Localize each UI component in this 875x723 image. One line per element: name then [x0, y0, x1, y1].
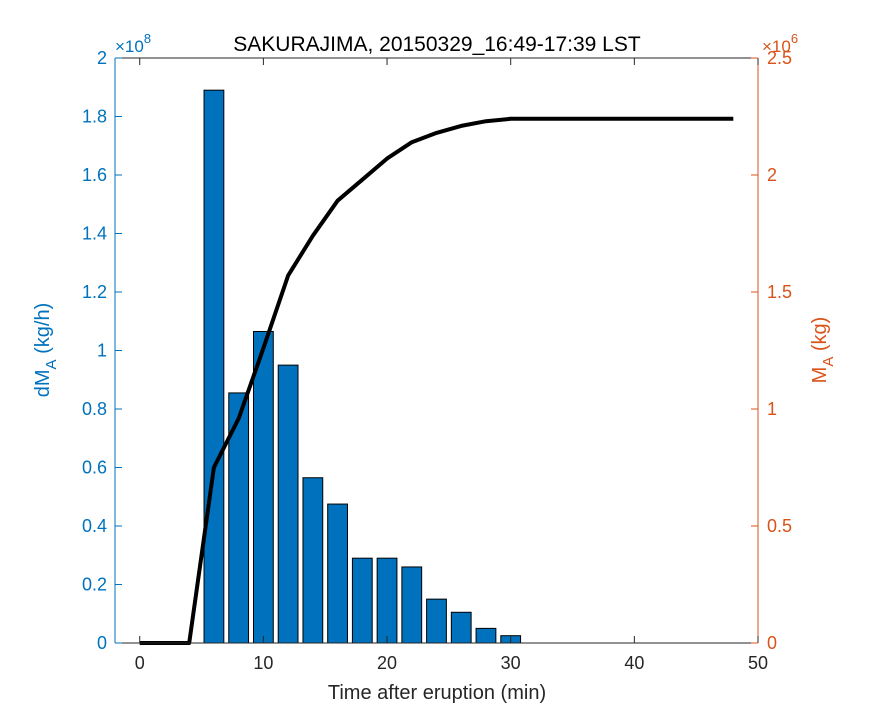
- x-tick-label: 10: [253, 653, 273, 673]
- left-axis-label: dMA (kg/h): [32, 303, 60, 398]
- x-tick-label: 40: [624, 653, 644, 673]
- bar: [252, 330, 274, 644]
- right-exponent-label: ×106: [762, 31, 798, 56]
- left-y-tick-label: 0.8: [82, 399, 107, 419]
- left-y-tick-label: 1.6: [82, 165, 107, 185]
- x-axis-label: Time after eruption (min): [328, 682, 546, 704]
- left-y-tick-label: 2: [97, 48, 107, 68]
- right-y-tick-label: 0.5: [767, 516, 792, 536]
- left-y-tick-label: 1.4: [82, 224, 107, 244]
- left-y-tick-label: 1.2: [82, 282, 107, 302]
- left-y-tick-label: 0.6: [82, 458, 107, 478]
- right-y-tick-label: 1: [767, 399, 777, 419]
- bar: [450, 611, 472, 644]
- x-tick-label: 50: [748, 653, 768, 673]
- x-tick-label: 0: [135, 653, 145, 673]
- right-axis-label: MA (kg): [809, 317, 837, 384]
- left-y-tick-label: 0: [97, 633, 107, 653]
- plot-area: [114, 57, 759, 645]
- right-y-tick-label: 2: [767, 165, 777, 185]
- left-y-tick-label: 1: [97, 341, 107, 361]
- bar: [401, 566, 423, 644]
- chart-title: SAKURAJIMA, 20150329_16:49-17:39 LST: [233, 33, 641, 56]
- bar: [351, 557, 373, 644]
- left-y-tick-label: 0.4: [82, 516, 107, 536]
- bar: [203, 89, 225, 644]
- right-y-tick-label: 1.5: [767, 282, 792, 302]
- bar: [426, 598, 447, 644]
- x-tick-label: 30: [501, 653, 521, 673]
- left-y-tick-label: 1.8: [82, 107, 107, 127]
- bar: [302, 477, 324, 644]
- right-y-tick-label: 2.5: [767, 48, 792, 68]
- right-y-tick-label: 0: [767, 633, 777, 653]
- bar: [327, 503, 348, 644]
- cumulative-mass-line: [139, 116, 734, 645]
- left-exponent-label: ×108: [115, 31, 151, 56]
- bar: [376, 557, 398, 644]
- bar: [475, 627, 497, 644]
- bar: [277, 364, 299, 644]
- left-y-tick-label: 0.2: [82, 575, 107, 595]
- x-tick-label: 20: [377, 653, 397, 673]
